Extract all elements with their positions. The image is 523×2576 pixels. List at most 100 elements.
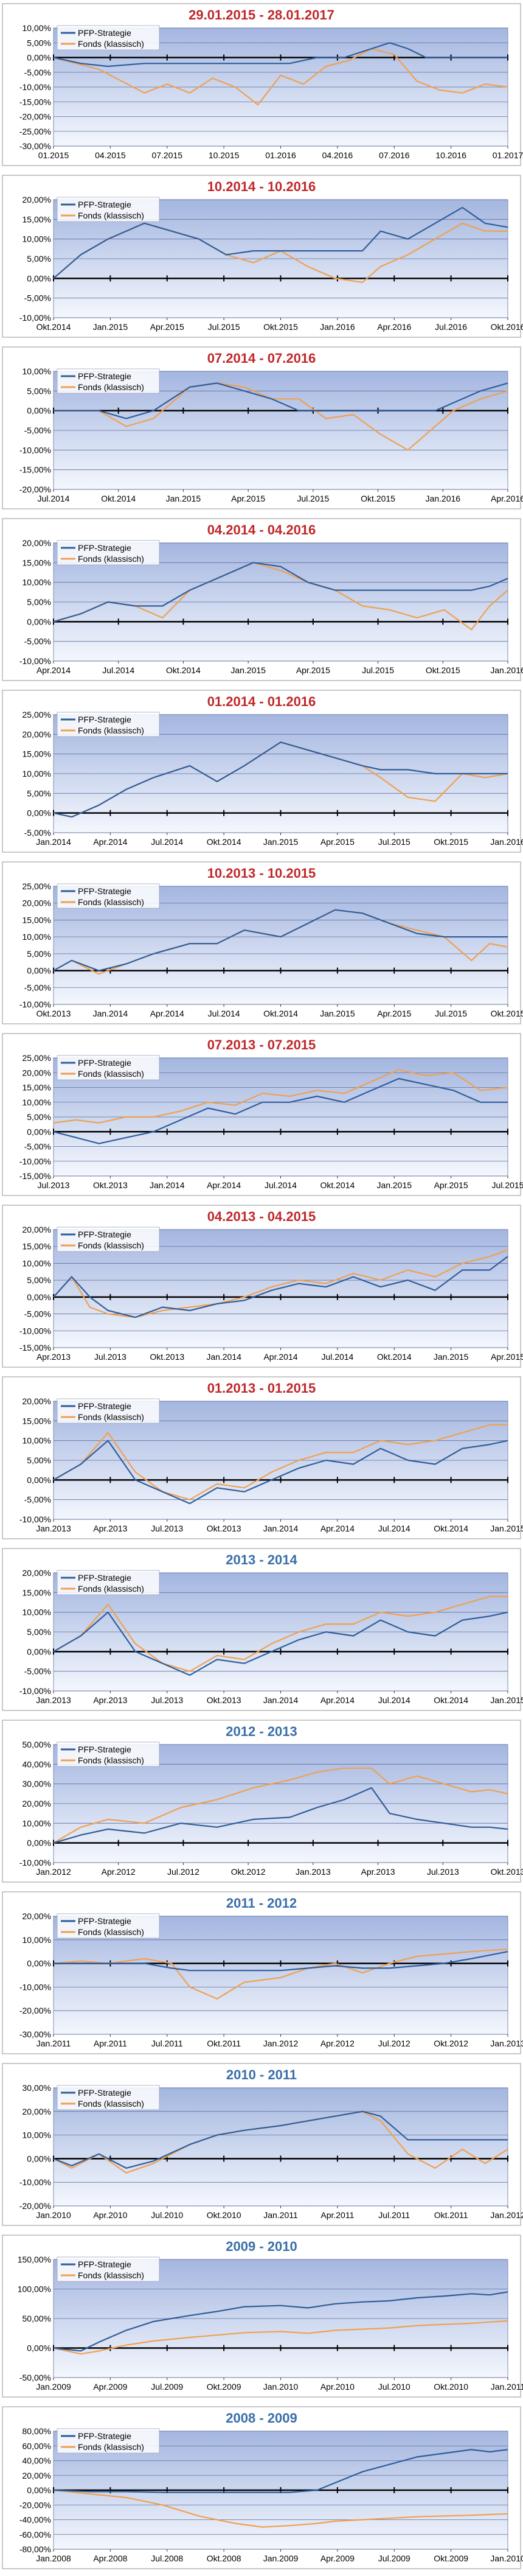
x-tick-label: Okt.2015 (491, 1009, 523, 1018)
x-tick-label: Jul.2014 (378, 1695, 410, 1705)
chart-panel: 07.2014 - 07.2016 10,00% 5,00% 0,00% -5,00% -… (0, 346, 523, 510)
y-tick-label: 15,00% (23, 749, 51, 759)
x-tick-label: Jul.2015 (378, 837, 410, 847)
chart-svg: 04.2013 - 04.2015 20,00% 15,00% 10,00% 5,00%… (2, 1205, 523, 1368)
y-tick-label: 0,00% (27, 808, 51, 818)
y-tick-label: 50,00% (23, 2314, 51, 2323)
y-tick-label: -10,00% (19, 1157, 51, 1166)
x-tick-label: Jan.2009 (263, 2553, 299, 2563)
y-tick-label: 10,00% (23, 1608, 51, 1617)
chart-svg: 2010 - 2011 30,00% 20,00% 10,00% 0,00% -10,00… (2, 2063, 523, 2226)
x-tick-label: Apr.2014 (320, 1524, 355, 1533)
x-tick-label: 01.2017 (493, 150, 523, 160)
y-tick-label: 0,00% (27, 1959, 51, 1969)
x-tick-label: Apr.2014 (150, 1009, 184, 1018)
y-tick-label: 0,00% (27, 53, 51, 63)
series-line-fund (53, 2320, 508, 2355)
x-tick-label: Apr.2012 (320, 2039, 355, 2048)
x-tick-label: Apr.2013 (361, 1867, 395, 1877)
x-tick-label: Jul.2012 (167, 1867, 199, 1877)
x-tick-label: Apr.2015 (320, 837, 355, 847)
chart-title: 04.2014 - 04.2016 (207, 522, 316, 537)
x-tick-label: Okt.2009 (207, 2382, 241, 2392)
chart-title: 2010 - 2011 (226, 2067, 297, 2082)
chart-title: 2011 - 2012 (226, 1895, 297, 1911)
y-tick-label: 20,00% (23, 1568, 51, 1578)
x-tick-label: Okt.2013 (491, 1867, 523, 1877)
series-line-fund (53, 47, 508, 106)
chart-title: 10.2013 - 10.2015 (207, 866, 316, 881)
chart-svg: 07.2013 - 07.2015 25,00% 20,00% 15,00% 10,00… (2, 1033, 523, 1196)
y-tick-label: 80,00% (23, 2426, 51, 2436)
x-tick-label: Apr.2016 (491, 494, 523, 503)
series-line-strategy (53, 1611, 508, 1676)
y-tick-label: 20,00% (23, 2471, 51, 2480)
chart-title: 2009 - 2010 (226, 2239, 297, 2254)
x-tick-label: Jan.2015 (263, 837, 299, 847)
y-tick-label: 50,00% (23, 1740, 51, 1749)
x-tick-label: Okt.2010 (207, 2210, 241, 2220)
x-tick-label: Jul.2014 (151, 837, 183, 847)
y-tick-label: 10,00% (23, 2130, 51, 2140)
y-tick-label: 15,00% (23, 1587, 51, 1597)
y-tick-label: 0,00% (27, 1647, 51, 1656)
x-tick-label: Jan.2015 (166, 494, 201, 503)
y-tick-label: 10,00% (23, 1935, 51, 1945)
chart-panel: 10.2014 - 10.2016 20,00% 15,00% 10,00% 5,00%… (0, 174, 523, 338)
y-tick-label: -10,00% (19, 313, 51, 323)
legend-box (57, 2428, 160, 2454)
x-tick-label: Okt.2014 (263, 1009, 298, 1018)
chart-panel: 04.2014 - 04.2016 20,00% 15,00% 10,00% 5,00%… (0, 517, 523, 682)
y-tick-label: 15,00% (23, 915, 51, 925)
y-tick-label: -10,00% (19, 445, 51, 455)
y-tick-label: -50,00% (19, 2373, 51, 2382)
y-tick-label: 0,00% (27, 1292, 51, 1302)
x-tick-label: Okt.2012 (434, 2039, 468, 2048)
chart-panel: 2010 - 2011 30,00% 20,00% 10,00% 0,00% -10,00… (0, 2062, 523, 2227)
y-tick-label: 20,00% (23, 729, 51, 739)
x-tick-label: Jul.2014 (208, 1009, 240, 1018)
x-tick-label: Apr.2014 (207, 1180, 241, 1190)
x-tick-label: Jan.2016 (425, 494, 460, 503)
y-tick-label: 5,00% (27, 597, 51, 607)
x-tick-label: 04.2015 (95, 150, 126, 160)
x-tick-label: Okt.2013 (207, 1524, 241, 1533)
legend-label: Fonds (klassisch) (78, 211, 144, 220)
y-tick-label: 5,00% (27, 1627, 51, 1637)
legend: PFP-Strategie Fonds (klassisch) (57, 197, 160, 222)
legend-label: PFP-Strategie (78, 1745, 131, 1754)
y-tick-label: 5,00% (27, 386, 51, 396)
series-line-fund (53, 1595, 508, 1672)
x-tick-label: Jan.2013 (296, 1867, 331, 1877)
y-tick-label: 20,00% (23, 2107, 51, 2116)
x-tick-label: Jan.2015 (320, 1009, 355, 1018)
legend-label: Fonds (klassisch) (78, 39, 144, 49)
chart-svg: 04.2014 - 04.2016 20,00% 15,00% 10,00% 5,00%… (2, 518, 523, 681)
y-tick-label: -30,00% (19, 2029, 51, 2039)
chart-panel: 07.2013 - 07.2015 25,00% 20,00% 15,00% 10,00… (0, 1032, 523, 1197)
legend-box (57, 1913, 160, 1939)
y-tick-label: -25,00% (19, 127, 51, 136)
y-tick-label: 20,00% (23, 1799, 51, 1808)
legend-label: Fonds (klassisch) (78, 382, 144, 392)
x-tick-label: Jul.2016 (435, 322, 467, 332)
y-tick-label: -15,00% (19, 1343, 51, 1353)
y-tick-label: -5,00% (24, 1309, 51, 1319)
x-tick-label: Apr.2015 (150, 322, 184, 332)
chart-title: 01.2013 - 01.2015 (207, 1381, 316, 1396)
chart-title: 2012 - 2013 (226, 1724, 297, 1739)
y-tick-label: 15,00% (23, 1083, 51, 1093)
legend-label: PFP-Strategie (78, 28, 131, 38)
chart-title: 2013 - 2014 (226, 1552, 297, 1567)
x-tick-label: Jul.2009 (151, 2382, 183, 2392)
series-line-strategy (53, 562, 508, 623)
y-tick-label: 0,00% (27, 1475, 51, 1485)
y-tick-label: -10,00% (19, 1686, 51, 1696)
y-tick-label: 10,00% (23, 1818, 51, 1828)
legend-label: PFP-Strategie (78, 200, 131, 209)
x-tick-label: Jan.2011 (36, 2039, 71, 2048)
y-tick-label: 10,00% (23, 578, 51, 587)
